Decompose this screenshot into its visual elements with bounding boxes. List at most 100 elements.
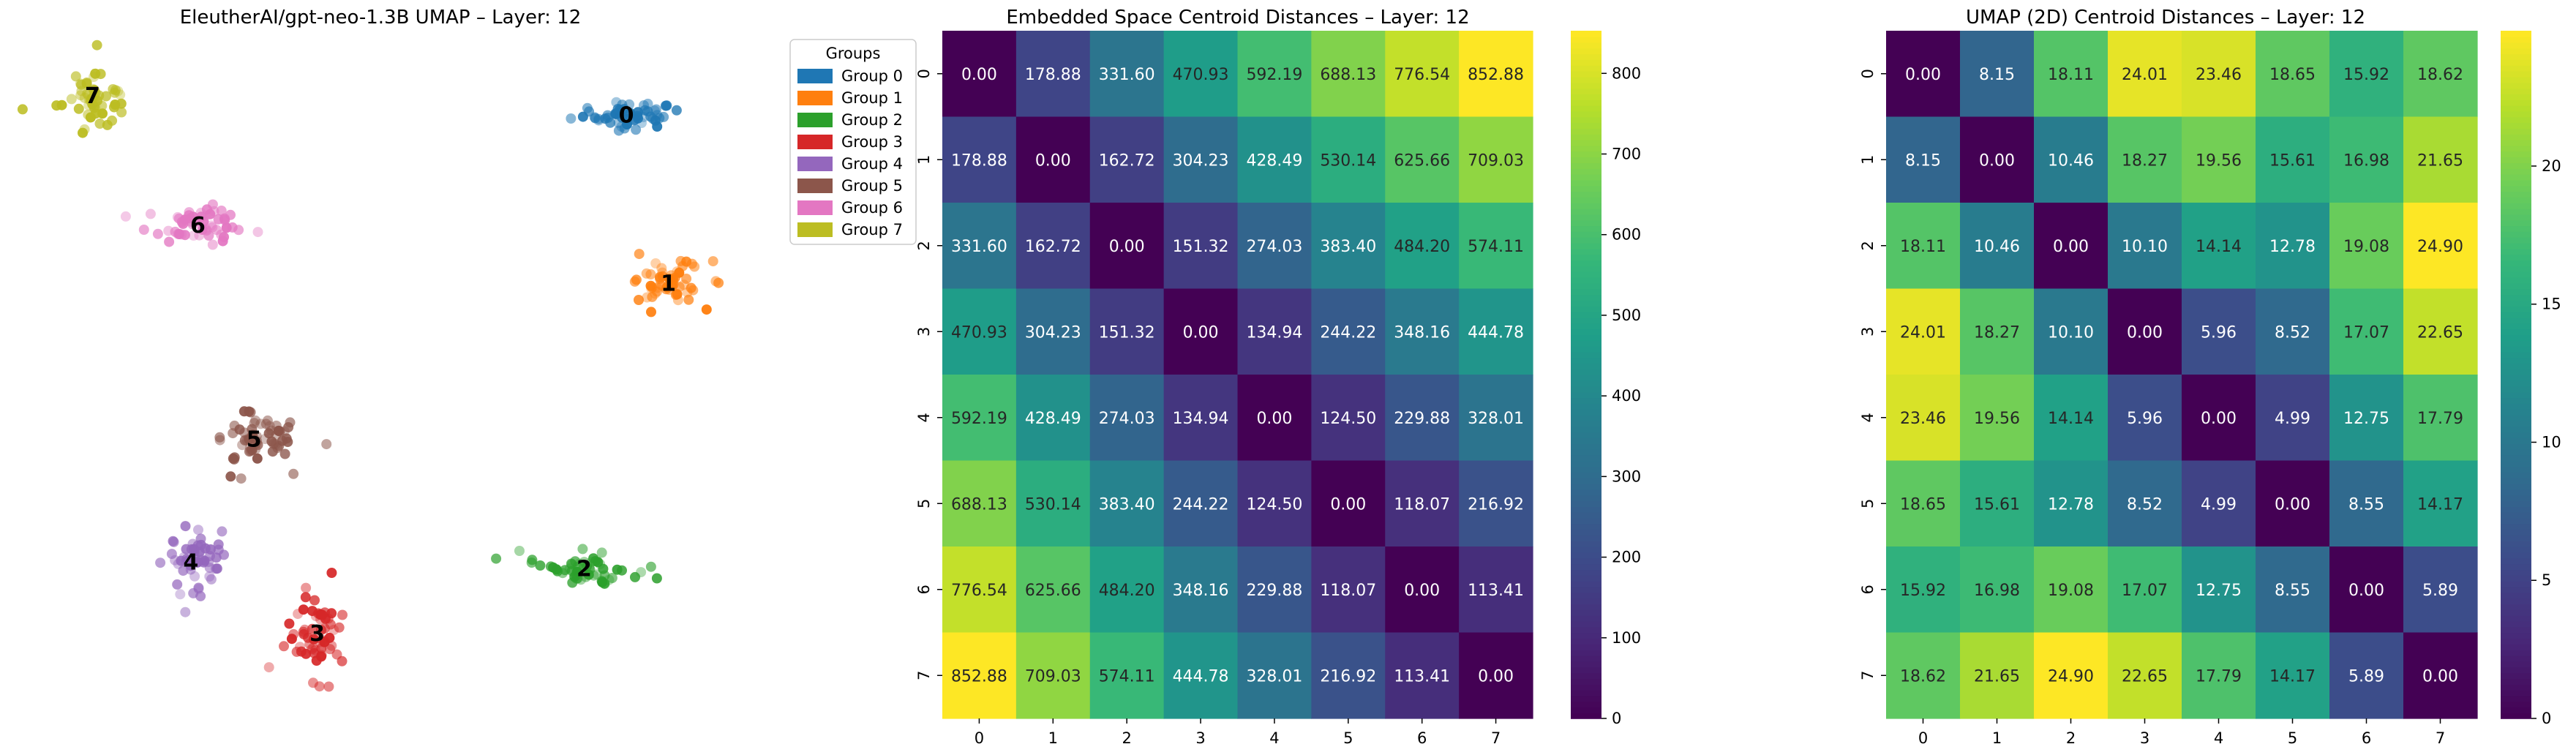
scatter-point-group-0 [582,102,593,113]
umap2d-colorbar-segment [2501,517,2531,525]
umap2d-colorbar-segment [2501,110,2531,118]
umap2d-cell-6-2 [2034,546,2109,634]
umap2d-colorbar-segment [2501,437,2531,444]
umap2d-cell-label-0-4: 23.46 [2196,66,2242,84]
embedded-cell-2-1 [1015,203,1091,290]
scatter-point-group-3 [296,646,307,657]
scatter-point-group-3 [288,628,299,639]
embedded-cell-0-6 [1385,31,1460,118]
scatter-point-group-5 [249,418,260,429]
scatter-point-group-4 [200,543,211,554]
embedded-cell-label-4-2: 274.03 [1099,410,1155,428]
embedded-cell-3-0 [942,288,1017,375]
embedded-colorbar-segment [1571,122,1601,129]
embedded-cell-3-2 [1089,288,1165,375]
embedded-cell-label-6-5: 118.07 [1320,582,1376,600]
embedded-cell-label-6-3: 348.16 [1173,582,1229,600]
umap2d-cell-3-3 [2108,288,2182,375]
embedded-colorbar-tick-1: 100 [1612,629,1641,647]
scatter-point-group-4 [211,552,222,563]
umap2d-colorbar-segment [2501,357,2531,364]
umap2d-colorbar-segment [2501,88,2531,94]
umap2d-cell-3-0 [1886,288,1961,375]
embedded-cell-label-5-7: 216.92 [1468,495,1524,514]
embedded-cell-label-7-5: 216.92 [1320,667,1376,685]
scatter-point-group-6 [219,214,230,225]
scatter-point-group-4 [193,525,203,536]
embedded-cell-3-4 [1237,288,1312,375]
embedded-cell-label-3-0: 470.93 [951,323,1007,342]
embedded-colorbar-tick-3: 300 [1612,467,1641,485]
umap2d-cell-0-7 [2403,31,2478,118]
embedded-cell-label-3-6: 348.16 [1394,323,1450,342]
scatter-point-group-7 [56,99,67,110]
embedded-cell-label-1-5: 530.14 [1320,151,1376,170]
umap2d-colorbar-segment [2501,420,2531,427]
umap2d-cell-7-7 [2403,632,2478,719]
umap2d-cell-7-2 [2034,632,2109,719]
umap2d-colorbar-segment [2501,644,2531,650]
umap2d-cell-1-6 [2329,116,2404,203]
umap2d-colorbar-segment [2501,409,2531,416]
scatter-point-group-3 [300,592,311,603]
embedded-cell-2-3 [1163,203,1239,290]
embedded-ytick-5: 5 [915,499,933,508]
umap2d-cell-label-7-1: 21.65 [1974,667,2020,685]
umap2d-colorbar-segment [2501,31,2531,37]
umap2d-ytick-2: 2 [1859,241,1877,250]
scatter-point-group-4 [204,571,215,582]
embedded-cell-6-3 [1163,546,1239,634]
scatter-point-group-7 [109,102,119,113]
embedded-cell-label-3-4: 134.94 [1246,323,1302,342]
umap2d-cell-label-3-0: 24.01 [1900,323,1946,342]
embedded-colorbar-segment [1571,242,1601,249]
umap2d-colorbar-segment [2501,426,2531,433]
embedded-colorbar-segment [1571,512,1601,519]
cluster-label-5: 5 [247,427,262,452]
embedded-cell-label-3-1: 304.23 [1025,323,1081,342]
umap2d-colorbar-segment [2501,254,2531,261]
embedded-cell-label-6-0: 776.54 [951,582,1007,600]
scatter-point-group-7 [91,40,102,50]
legend-title: Groups [826,45,881,62]
umap2d-colorbar-segment [2501,689,2531,696]
umap2d-colorbar-segment [2501,134,2531,140]
embedded-cell-2-7 [1459,203,1533,290]
umap2d-cell-label-7-6: 5.89 [2348,667,2384,685]
umap2d-cell-label-5-6: 8.55 [2348,495,2384,514]
scatter-point-group-5 [236,473,247,484]
umap2d-xtick-4: 4 [2214,729,2223,747]
scatter-point-group-0 [661,100,672,111]
umap2d-colorbar-segment [2501,604,2531,610]
scatter-point-group-0 [650,104,661,115]
embedded-ytick-4: 4 [915,413,933,422]
embedded-colorbar-segment [1571,334,1601,341]
umap2d-colorbar-segment [2501,288,2531,296]
scatter-point-group-3 [301,582,312,593]
embedded-colorbar-segment [1571,581,1601,587]
umap2d-cell-5-6 [2329,460,2404,547]
embedded-cell-1-5 [1311,116,1386,203]
scatter-point-group-2 [527,555,538,566]
umap2d-colorbar-segment [2501,529,2531,536]
scatter-point-group-6 [207,199,218,210]
legend-swatch-7 [797,222,833,237]
umap2d-cell-label-7-3: 22.65 [2122,667,2168,685]
scatter-point-group-1 [655,271,666,282]
embedded-colorbar-segment [1571,701,1601,708]
embedded-colorbar-segment [1571,328,1601,335]
umap2d-cell-1-4 [2182,116,2256,203]
embedded-cell-label-1-7: 709.03 [1468,151,1524,170]
umap2d-cell-label-7-7: 0.00 [2422,667,2458,685]
umap2d-colorbar-tick-2: 10 [2542,433,2561,451]
scatter-point-group-6 [195,207,206,218]
scatter-point-group-3 [323,681,334,692]
legend-entries: Group 0 Group 1 Group 2 Group 3 Group 4 Group… [797,67,903,238]
scatter-point-group-0 [619,123,630,134]
embedded-colorbar-segment [1571,707,1601,713]
umap2d-ytick-3: 3 [1859,327,1877,337]
embedded-colorbar-segment [1571,70,1601,78]
scatter-point-group-4 [180,521,191,532]
scatter-point-group-3 [317,609,328,620]
scatter-point-group-7 [82,89,93,99]
